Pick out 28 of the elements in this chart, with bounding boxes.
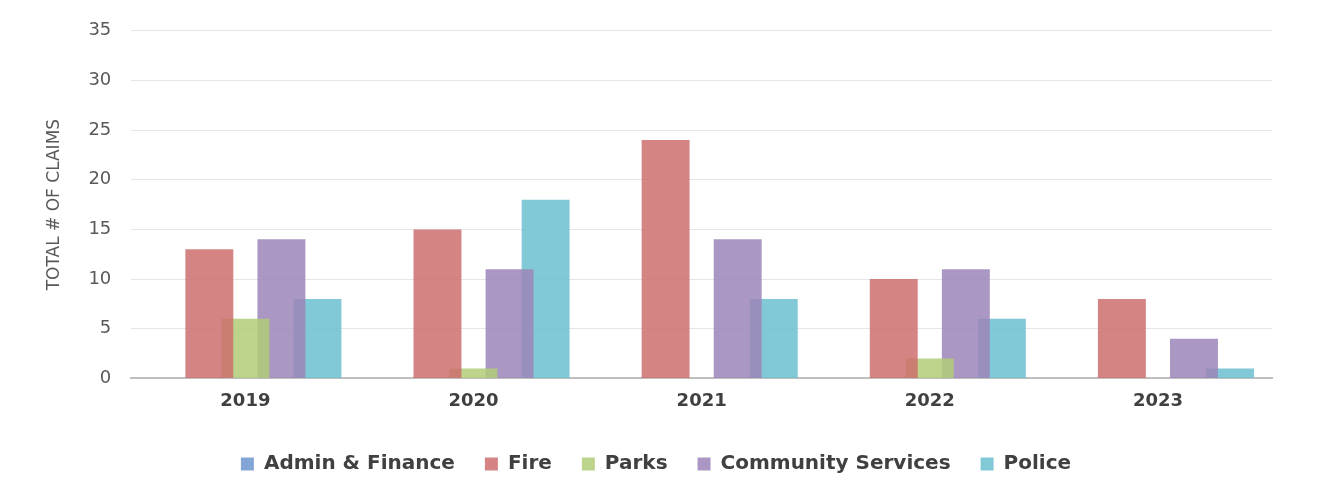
- y-tick-label: 5: [99, 316, 112, 338]
- bar: [1170, 338, 1218, 378]
- legend-label: Parks: [604, 450, 668, 475]
- bar: [185, 249, 234, 378]
- x-tick-label: 2020: [448, 388, 499, 410]
- bar: [713, 239, 762, 378]
- x-tick-label: 2022: [904, 388, 955, 410]
- x-tick-label: 2023: [1132, 388, 1183, 410]
- legend-label: Community Services: [720, 450, 951, 475]
- y-tick-label: 10: [88, 266, 112, 288]
- legend-label: Fire: [507, 450, 552, 475]
- y-tick-label: 25: [88, 117, 112, 139]
- y-tick-label: 30: [88, 68, 112, 90]
- x-tick-label: 2019: [220, 388, 271, 410]
- y-tick-label: 35: [88, 18, 112, 40]
- bar: [485, 269, 534, 378]
- x-tick-label: 2021: [676, 388, 727, 410]
- bar: [413, 229, 462, 378]
- legend-label: Admin & Finance: [263, 450, 455, 475]
- legend-label: Police: [1003, 450, 1072, 475]
- y-tick-label: 15: [88, 217, 112, 239]
- bar: [869, 279, 918, 378]
- y-tick-label: 20: [88, 167, 112, 189]
- bar: [1097, 298, 1146, 378]
- y-axis-title: TOTAL # OF CLAIMS: [42, 118, 63, 292]
- bar: [941, 269, 990, 378]
- y-tick-label: 0: [99, 366, 112, 388]
- bar: [641, 140, 690, 378]
